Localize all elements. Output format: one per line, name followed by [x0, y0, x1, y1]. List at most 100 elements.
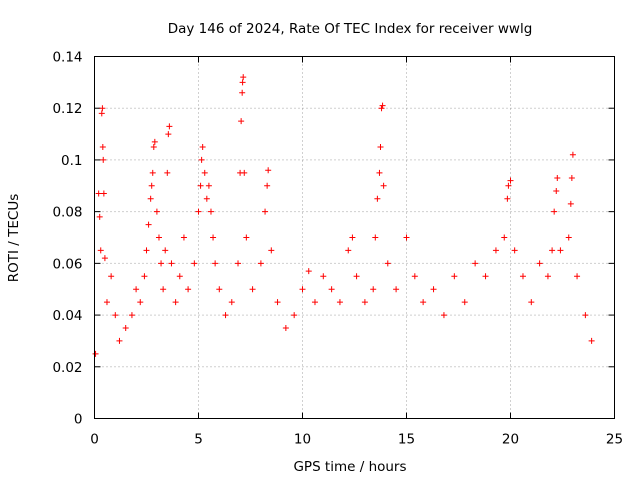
data-point [143, 247, 150, 254]
data-point [372, 234, 379, 241]
data-point [103, 299, 110, 306]
y-axis-label: ROTI / TECUs [6, 194, 22, 282]
data-point [137, 299, 144, 306]
data-point [345, 247, 352, 254]
data-point [99, 144, 106, 150]
data-point [141, 273, 148, 280]
data-point [451, 273, 458, 280]
data-point [374, 195, 381, 202]
data-point [238, 118, 245, 125]
data-point [176, 273, 183, 280]
data-point [430, 286, 437, 293]
y-tick-label: 0.06 [52, 256, 82, 272]
data-point [228, 299, 235, 306]
data-point [207, 208, 214, 215]
data-point [100, 190, 107, 197]
data-point [472, 260, 479, 267]
data-point [148, 182, 155, 189]
data-point [185, 286, 192, 293]
data-point [461, 299, 468, 306]
data-point [92, 350, 99, 357]
data-point [567, 200, 574, 207]
data-point [393, 286, 400, 293]
data-point [328, 286, 335, 293]
data-point [108, 273, 115, 280]
data-point [377, 144, 384, 150]
data-point [311, 299, 318, 306]
x-tick-label: 20 [502, 432, 519, 448]
data-point [191, 260, 198, 267]
data-point [222, 312, 229, 319]
x-tick-label: 5 [194, 432, 203, 448]
data-point [588, 337, 595, 344]
data-point [195, 208, 202, 215]
data-point [203, 195, 210, 202]
data-point [380, 182, 387, 189]
data-point [264, 182, 271, 189]
data-point [97, 247, 104, 254]
plot-frame [94, 56, 615, 419]
data-point [145, 221, 152, 228]
data-point [116, 337, 123, 344]
data-point [320, 273, 327, 280]
data-point [582, 312, 589, 319]
data-point [507, 177, 514, 184]
data-point [549, 247, 556, 254]
data-point [180, 234, 187, 241]
y-tick-label: 0.02 [52, 360, 82, 376]
data-point [168, 260, 175, 267]
data-point [99, 105, 106, 112]
data-point [235, 260, 242, 267]
data-point [551, 208, 558, 215]
grid-lines [94, 56, 615, 419]
data-point [151, 138, 158, 145]
data-point [133, 286, 140, 293]
data-point [158, 260, 165, 267]
data-point [528, 299, 535, 306]
x-tick-labels: 0 5 10 15 20 25 [90, 432, 623, 448]
data-point [482, 273, 489, 280]
data-point [420, 299, 427, 306]
data-point [212, 260, 219, 267]
data-point [299, 286, 306, 293]
data-point [150, 144, 157, 150]
chart-title: Day 146 of 2024, Rate Of TEC Index for r… [168, 21, 533, 37]
data-point [240, 74, 247, 81]
data-point [153, 208, 160, 215]
data-point [199, 144, 206, 150]
data-point [370, 286, 377, 293]
y-tick-label: 0.12 [52, 101, 82, 117]
data-point [353, 273, 360, 280]
data-point [262, 208, 269, 215]
data-point [501, 234, 508, 241]
data-points [92, 74, 595, 357]
data-point [569, 151, 576, 158]
x-tick-label: 0 [90, 432, 99, 448]
y-tick-label: 0.08 [52, 205, 82, 221]
data-point [305, 268, 312, 275]
data-point [98, 110, 105, 117]
data-point [554, 175, 561, 182]
data-point [165, 131, 172, 138]
data-point [155, 234, 162, 241]
y-tick-label: 0.04 [52, 308, 82, 324]
data-point [568, 175, 575, 182]
y-tick-label: 0 [74, 412, 83, 428]
data-point [160, 286, 167, 293]
y-tick-labels: 0 0.02 0.04 0.06 0.08 0.1 0.12 0.14 [52, 50, 82, 428]
data-point [172, 299, 179, 306]
data-point [565, 234, 572, 241]
data-point [239, 79, 246, 86]
data-point [376, 169, 383, 176]
data-point [492, 247, 499, 254]
data-point [197, 182, 204, 189]
data-point [257, 260, 264, 267]
data-point [239, 89, 246, 96]
data-point [164, 169, 171, 176]
data-point [122, 325, 129, 331]
data-point [112, 312, 119, 319]
data-point [511, 247, 518, 254]
data-point [95, 190, 102, 197]
x-tick-label: 25 [606, 432, 623, 448]
